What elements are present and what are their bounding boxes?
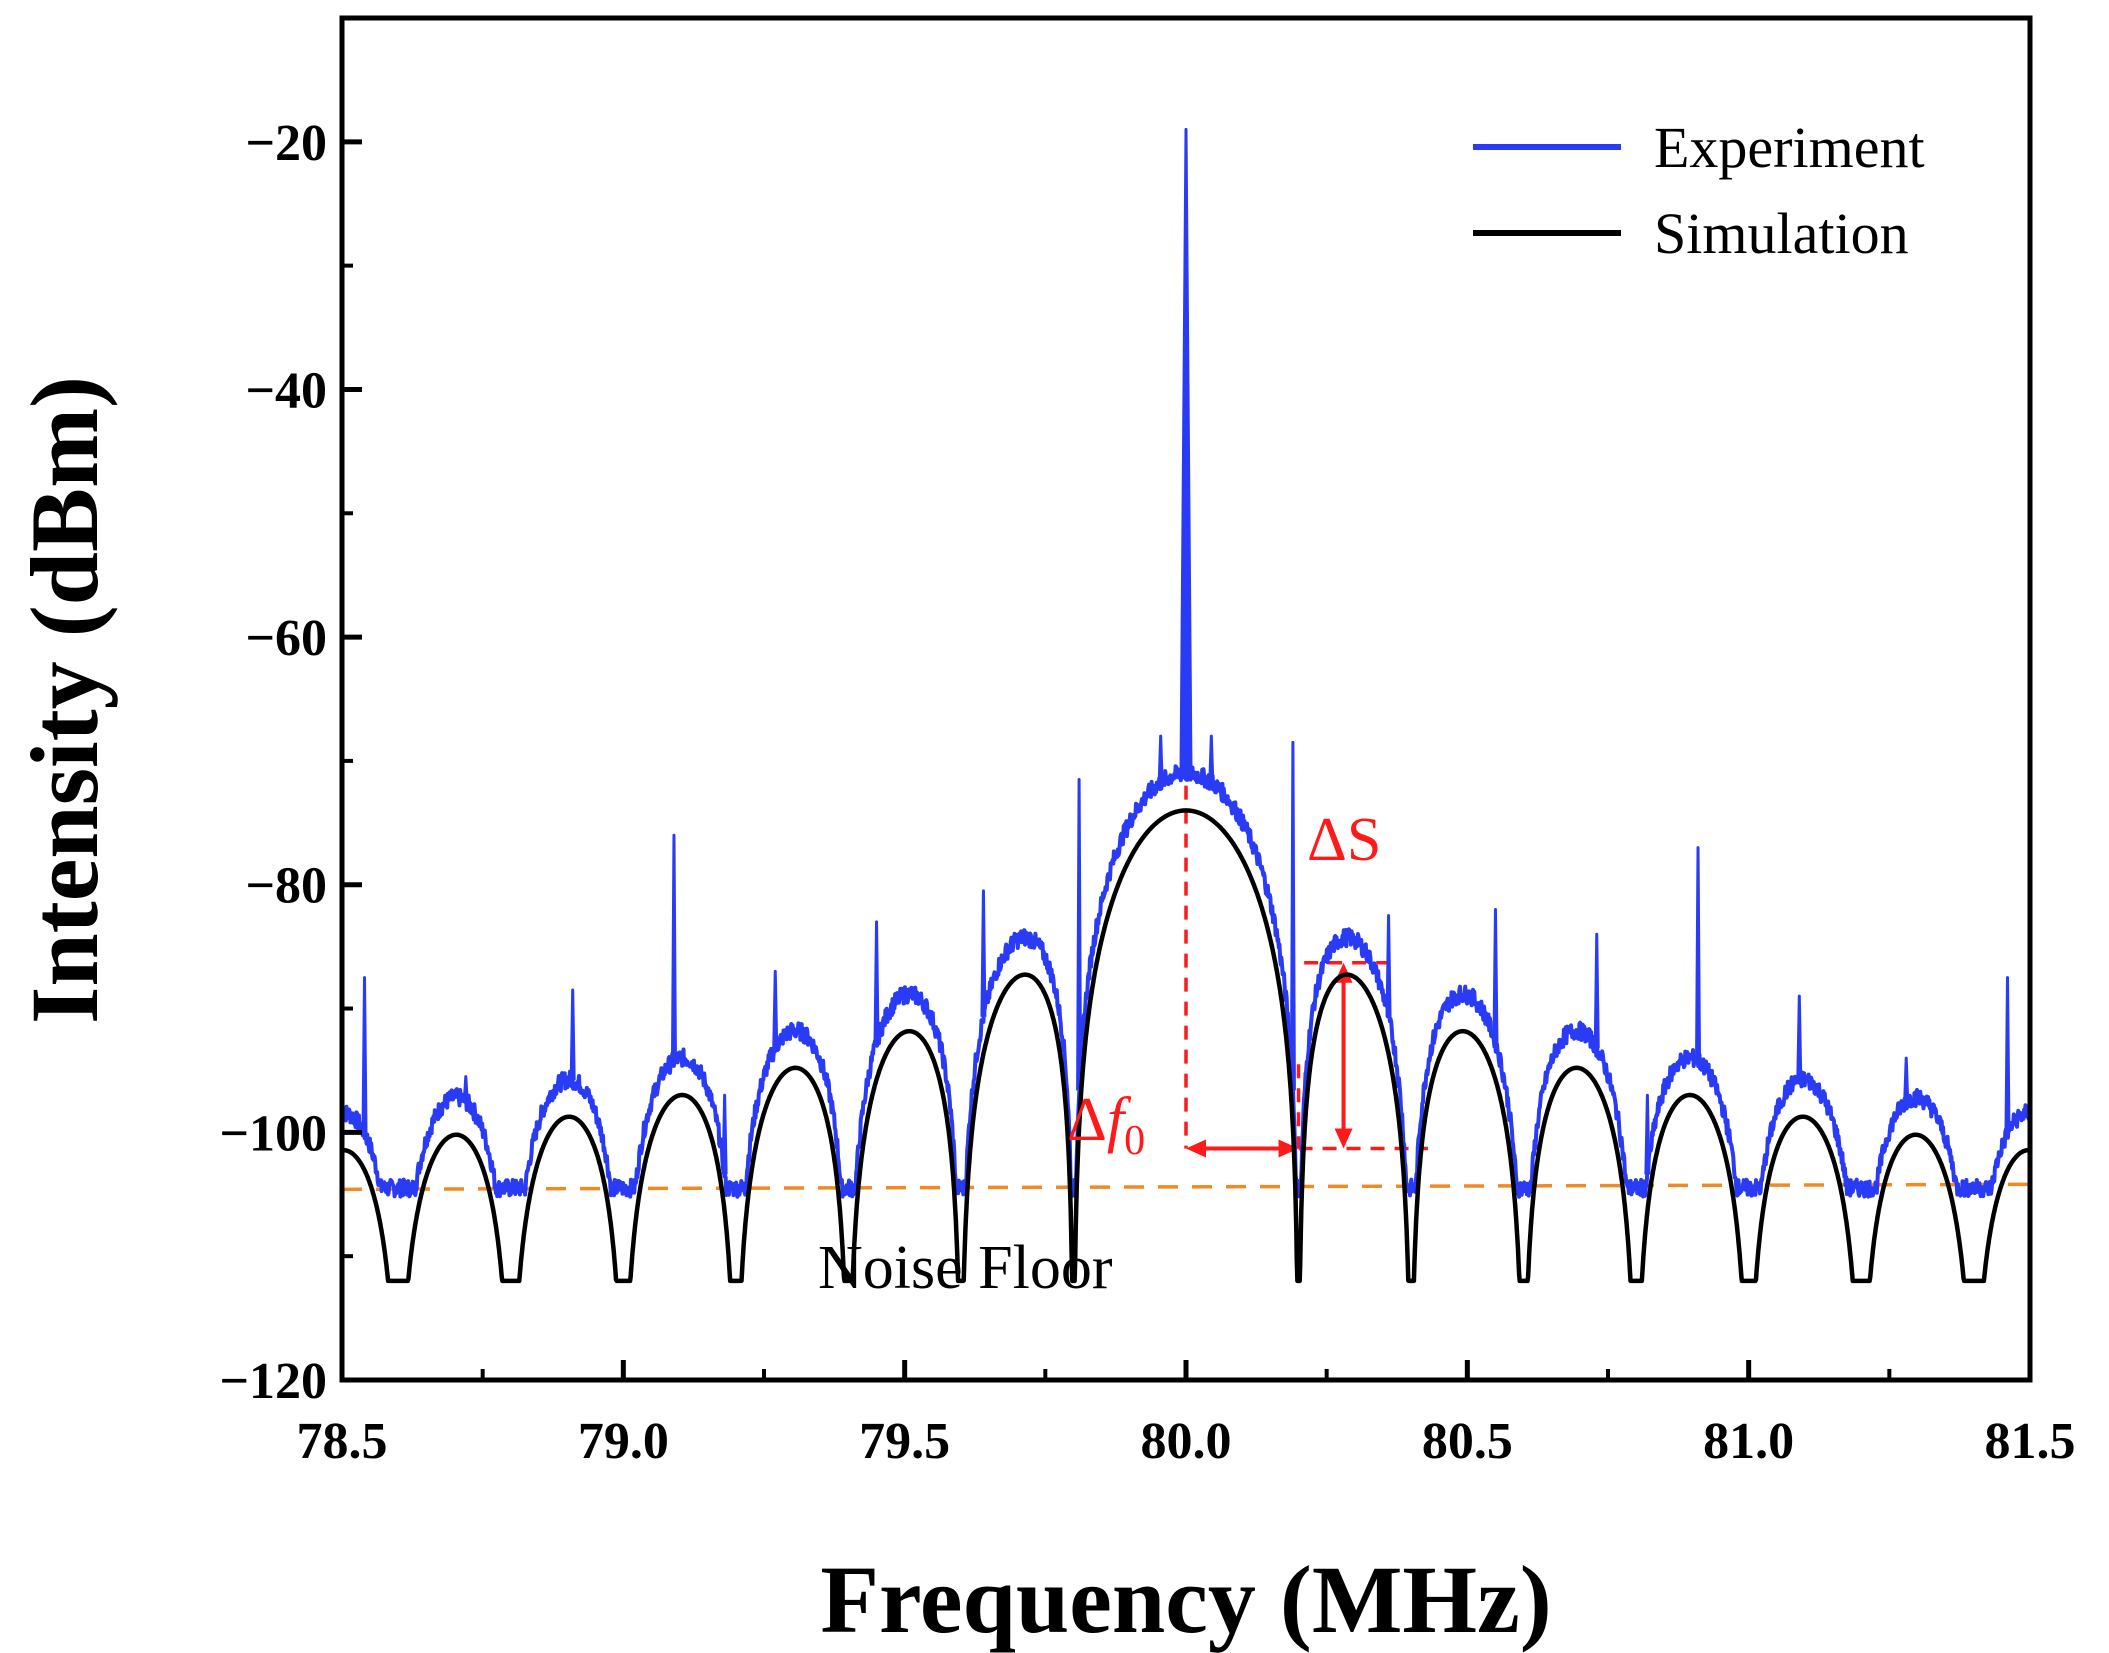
y-tick-label: −120 <box>219 1353 327 1410</box>
y-tick-label: −60 <box>245 610 327 667</box>
y-tick-label: −80 <box>245 858 327 915</box>
y-axis-title: Intensity (dBm) <box>11 376 118 1024</box>
x-tick-label: 79.0 <box>578 1413 669 1470</box>
x-tick-label: 80.0 <box>1141 1413 1232 1470</box>
delta-f0-label: Δf0 <box>1067 1086 1145 1164</box>
x-axis-title: Frequency (MHz) <box>820 1546 1551 1653</box>
axes-layer: 78.5 79.0 79.5 80.0 80.5 81.0 81.5 −20 −40 −60 −80… <box>219 16 2076 1470</box>
delta-f0-arrowhead-left <box>1186 1139 1206 1158</box>
delta-s-arrowhead-bottom <box>1334 1128 1353 1149</box>
y-tick-label: −20 <box>245 115 327 172</box>
experiment-spike <box>2004 976 2011 1134</box>
x-tick-label: 80.5 <box>1422 1413 1513 1470</box>
series-layer <box>342 127 2030 1284</box>
experiment-curve <box>342 763 2030 1199</box>
noise-floor-label: Noise Floor <box>818 1234 1113 1302</box>
experiment-spike <box>873 920 880 1043</box>
x-tick-label: 81.0 <box>1703 1413 1794 1470</box>
noise-floor-line <box>341 1182 2031 1192</box>
experiment-spike <box>1179 127 1193 774</box>
experiment-spike <box>1076 777 1083 1091</box>
experiment-spike <box>772 969 779 1049</box>
legend: Experiment Simulation <box>1473 115 1925 266</box>
legend-label-experiment: Experiment <box>1654 115 1925 180</box>
delta-f0-sub: 0 <box>1124 1118 1145 1164</box>
y-tick-label: −40 <box>245 362 327 419</box>
x-tick-label: 78.5 <box>297 1413 388 1470</box>
annotation-layer <box>341 785 2031 1192</box>
experiment-spike <box>462 1075 469 1102</box>
experiment-spike <box>1208 734 1215 783</box>
experiment-spike <box>361 976 368 1134</box>
experiment-spike <box>1385 914 1392 1017</box>
experiment-spike <box>1903 1056 1910 1102</box>
experiment-spike <box>1695 846 1702 1061</box>
delta-f0-arrowhead-right <box>1278 1139 1299 1158</box>
simulation-curve <box>342 808 2030 1284</box>
experiment-spike <box>1796 994 1803 1081</box>
experiment-spike <box>980 889 987 1017</box>
delta-s-label: ΔS <box>1307 806 1381 874</box>
experiment-spike <box>569 988 576 1081</box>
experiment-spike <box>1492 907 1499 1043</box>
experiment-spike <box>1157 734 1164 783</box>
experiment-spike <box>1289 740 1296 1091</box>
y-tick-label: −100 <box>219 1105 327 1162</box>
experiment-spike <box>1593 932 1600 1049</box>
experiment-spike <box>1644 1093 1651 1175</box>
x-tick-label: 79.5 <box>859 1413 950 1470</box>
delta-f0-delta: Δ <box>1067 1086 1107 1154</box>
legend-label-simulation: Simulation <box>1654 201 1909 266</box>
experiment-spike <box>721 1093 728 1175</box>
experiment-spike <box>670 833 677 1061</box>
x-tick-label: 81.5 <box>1985 1413 2076 1470</box>
